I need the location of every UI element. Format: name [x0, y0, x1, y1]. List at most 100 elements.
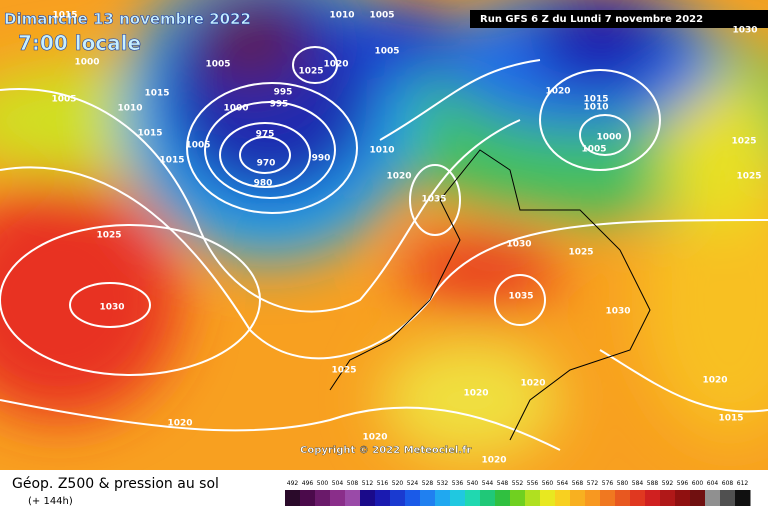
scale-label: 564	[557, 480, 569, 487]
scale-label: 544	[482, 480, 494, 487]
coastline	[329, 149, 651, 441]
scale-swatch	[600, 490, 616, 506]
scale-swatch	[300, 490, 316, 506]
scale-swatch	[675, 490, 691, 506]
scale-swatch	[630, 490, 646, 506]
field	[0, 0, 768, 470]
isobar-label: 1020	[545, 87, 570, 97]
isobar-lines	[0, 46, 768, 451]
scale-label: 524	[407, 480, 419, 487]
isobar-label: 1020	[167, 419, 192, 429]
scale-swatch	[480, 490, 496, 506]
scale-label: 552	[512, 480, 524, 487]
scale-swatch	[390, 490, 406, 506]
isobar-label: 1035	[508, 292, 533, 302]
scale-swatch	[585, 490, 601, 506]
scale-swatch	[420, 490, 436, 506]
isobar-label: 1020	[481, 456, 506, 466]
scale-label: 512	[362, 480, 374, 487]
scale-swatch	[660, 490, 676, 506]
date: Dimanche 13 novembre 2022	[4, 10, 251, 28]
scale-label: 576	[602, 480, 614, 487]
scale-label: 592	[662, 480, 674, 487]
scale-swatch	[570, 490, 586, 506]
scale-label: 600	[692, 480, 704, 487]
scale-swatch	[690, 490, 706, 506]
scale-swatch	[705, 490, 721, 506]
time: 7:00 locale	[18, 31, 141, 55]
scale-label: 508	[347, 480, 359, 487]
isobar-label: 1025	[298, 67, 323, 77]
isobar-label: 1020	[520, 379, 545, 389]
scale-swatch	[510, 490, 526, 506]
scale-swatch	[360, 490, 376, 506]
isobar-label: 1025	[731, 137, 756, 147]
isobar-label: 1005	[205, 60, 230, 70]
scale-swatch	[525, 490, 541, 506]
copyright: Copyright © 2022 Meteociel.fr	[300, 445, 471, 456]
isobar-label: 1025	[568, 248, 593, 258]
isobar-label: 1020	[323, 60, 348, 70]
isobar-label: 990	[312, 154, 331, 164]
isobar-label: 1010	[117, 104, 142, 114]
isobar-label: 975	[256, 130, 275, 140]
scale-label: 496	[302, 480, 314, 487]
scale-swatch	[735, 490, 751, 506]
scale-swatch	[330, 490, 346, 506]
scale-swatch	[450, 490, 466, 506]
scale-label: 520	[392, 480, 404, 487]
isobar-label: 1010	[329, 11, 354, 21]
scale-label: 500	[317, 480, 329, 487]
isobar-label: 1010	[583, 103, 608, 113]
isobar-label: 1025	[331, 366, 356, 376]
isobar-label: 1015	[583, 95, 608, 105]
isobar-label: 970	[257, 159, 276, 169]
scale-label: 572	[587, 480, 599, 487]
scale-label: 608	[722, 480, 734, 487]
isobar-label: 1030	[99, 303, 124, 313]
scale-label: 596	[677, 480, 689, 487]
scale-swatch	[405, 490, 421, 506]
isobar-label: 1015	[718, 414, 743, 424]
isobar-label: 1015	[137, 129, 162, 139]
scale-swatch	[645, 490, 661, 506]
isobar-label: 995	[270, 100, 289, 110]
scale-label: 604	[707, 480, 719, 487]
isobar-label: 1020	[386, 172, 411, 182]
isobar-label: 1015	[52, 11, 77, 21]
isobar-label: 1015	[159, 156, 184, 166]
isobar-label: 1010	[369, 146, 394, 156]
scale-swatch	[555, 490, 571, 506]
scale-label: 580	[617, 480, 629, 487]
isobar-labels: 1015100010051010101510151015100510051000…	[51, 11, 761, 466]
isobar-label: 1020	[362, 433, 387, 443]
isobar-label: 1015	[144, 89, 169, 99]
isobar-label: 1005	[369, 11, 394, 21]
isobar-label: 1000	[74, 58, 99, 68]
isobar-label: 1035	[421, 195, 446, 205]
scale-swatch	[345, 490, 361, 506]
run-box	[470, 10, 768, 28]
isobar-label: 1005	[581, 145, 606, 155]
scale-swatch	[435, 490, 451, 506]
scale-swatch	[465, 490, 481, 506]
isobar-label: 1020	[702, 376, 727, 386]
scale-swatch	[540, 490, 556, 506]
scale-swatch	[615, 490, 631, 506]
isobar-label: 980	[254, 179, 273, 189]
scale-swatch	[375, 490, 391, 506]
scale-label: 504	[332, 480, 344, 487]
scale-label: 612	[737, 480, 749, 487]
scale-swatch	[285, 490, 301, 506]
isobar-label: 1020	[463, 389, 488, 399]
scale-label: 532	[437, 480, 449, 487]
isobar-label: 1000	[223, 104, 248, 114]
isobar-label: 1030	[732, 26, 757, 36]
scale-swatch	[495, 490, 511, 506]
isobar-label: 1030	[506, 240, 531, 250]
isobar-label: 1005	[374, 47, 399, 57]
isobar-label: 995	[274, 88, 293, 98]
scale-swatch	[315, 490, 331, 506]
